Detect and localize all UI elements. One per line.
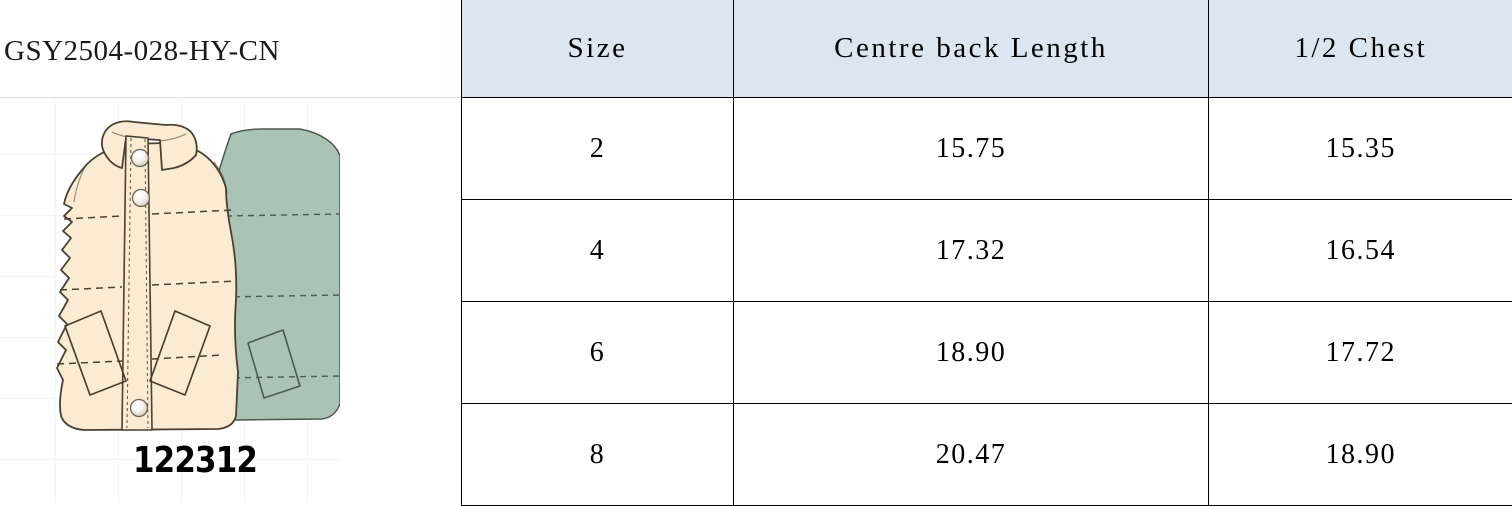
front-vest-cream xyxy=(57,121,238,430)
cell-centre-back-length: 17.32 xyxy=(734,200,1209,302)
table-row: 6 18.90 17.72 xyxy=(462,302,1512,404)
cell-size: 2 xyxy=(462,98,734,200)
cell-size: 6 xyxy=(462,302,734,404)
cell-centre-back-length: 18.90 xyxy=(734,302,1209,404)
cell-half-chest: 18.90 xyxy=(1209,404,1512,506)
cell-half-chest: 16.54 xyxy=(1209,200,1512,302)
cell-size: 4 xyxy=(462,200,734,302)
snap-button-bottom xyxy=(131,400,148,417)
header-half-chest: 1/2 Chest xyxy=(1209,0,1512,98)
cell-half-chest: 17.72 xyxy=(1209,302,1512,404)
cell-half-chest: 15.35 xyxy=(1209,98,1512,200)
style-info-panel: GSY2504-028-HY-CN xyxy=(0,0,461,503)
header-centre-back-length: Centre back Length xyxy=(734,0,1209,98)
header-size: Size xyxy=(462,0,734,98)
snap-button-top xyxy=(132,150,149,167)
table-row: 8 20.47 18.90 xyxy=(462,404,1512,506)
garment-sketch-region: 122312 xyxy=(0,98,461,503)
table-row: 4 17.32 16.54 xyxy=(462,200,1512,302)
table-header-row: Size Centre back Length 1/2 Chest xyxy=(462,0,1512,98)
sku-number-label: 122312 xyxy=(133,440,257,482)
cell-size: 8 xyxy=(462,404,734,506)
cell-centre-back-length: 15.75 xyxy=(734,98,1209,200)
size-measurement-table: Size Centre back Length 1/2 Chest 2 15.7… xyxy=(461,0,1512,506)
style-code-label: GSY2504-028-HY-CN xyxy=(4,31,280,71)
table-row: 2 15.75 15.35 xyxy=(462,98,1512,200)
snap-button-middle xyxy=(133,190,150,207)
cell-centre-back-length: 20.47 xyxy=(734,404,1209,506)
